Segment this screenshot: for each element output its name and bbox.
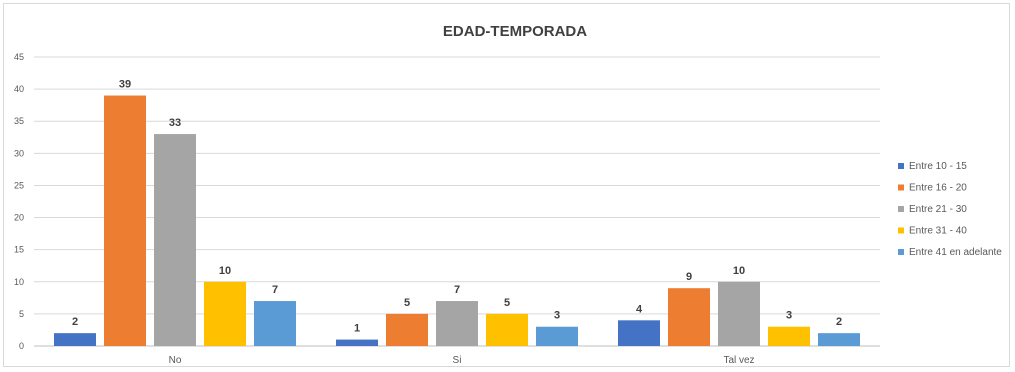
data-label: 2 (836, 316, 842, 328)
data-label: 7 (454, 284, 460, 296)
bar (536, 326, 578, 346)
data-label: 5 (404, 297, 410, 309)
legend-item: Entre 16 - 20 (898, 183, 967, 194)
x-category-label: No (169, 355, 182, 366)
data-label: 3 (786, 310, 792, 322)
legend-label: Entre 10 - 15 (909, 161, 967, 172)
y-tick-label: 5 (19, 309, 24, 319)
legend-swatch (898, 227, 904, 234)
legend-label: Entre 16 - 20 (909, 183, 967, 194)
bars (54, 95, 860, 347)
y-tick-label: 20 (14, 213, 24, 223)
legend-label: Entre 41 en adelante (909, 247, 1002, 258)
legend-swatch (898, 184, 904, 191)
y-tick-label: 25 (14, 180, 24, 190)
data-label: 10 (219, 265, 231, 277)
bar (718, 281, 760, 346)
y-tick-label: 0 (19, 341, 24, 351)
legend-item: Entre 41 en adelante (898, 247, 1002, 258)
bar (768, 326, 810, 346)
bar (336, 339, 378, 346)
legend-label: Entre 31 - 40 (909, 226, 967, 237)
data-label: 4 (636, 303, 643, 315)
data-label: 5 (504, 297, 510, 309)
data-label: 9 (686, 271, 692, 283)
bar (104, 95, 146, 347)
data-label: 2 (72, 316, 78, 328)
bar (486, 313, 528, 346)
y-tick-label: 15 (14, 245, 24, 255)
bar (254, 301, 296, 346)
data-label: 10 (733, 265, 745, 277)
data-labels: 2 39 33 10 7 1 5 7 5 3 4 9 10 3 2 (72, 79, 842, 335)
data-label: 1 (354, 323, 360, 335)
legend-swatch (898, 163, 904, 169)
data-label: 33 (169, 117, 181, 129)
y-tick-label: 45 (14, 52, 24, 62)
data-label: 3 (554, 310, 560, 322)
y-tick-label: 35 (14, 116, 24, 126)
x-category-label: Si (453, 355, 462, 366)
bar (386, 313, 428, 346)
bar (54, 333, 96, 346)
legend-item: Entre 31 - 40 (898, 226, 967, 237)
bar (154, 134, 196, 346)
y-axis-ticks: 0 5 10 15 20 25 30 35 40 45 (14, 52, 24, 351)
legend-swatch (898, 206, 904, 212)
legend-label: Entre 21 - 30 (909, 204, 967, 215)
data-label: 7 (272, 284, 278, 296)
legend-item: Entre 21 - 30 (898, 204, 967, 215)
legend-swatch (898, 249, 904, 255)
legend: Entre 10 - 15 Entre 16 - 20 Entre 21 - 30 E… (898, 161, 1002, 258)
bar (204, 281, 246, 346)
chart-title: EDAD-TEMPORADA (443, 23, 587, 40)
y-tick-label: 10 (14, 277, 24, 287)
bar (668, 288, 710, 346)
bar (436, 301, 478, 346)
x-axis-categories: No Si Tal vez (169, 355, 755, 366)
y-tick-label: 40 (14, 84, 24, 94)
bar (618, 320, 660, 346)
legend-item: Entre 10 - 15 (898, 161, 967, 172)
x-category-label: Tal vez (723, 355, 754, 366)
data-label: 39 (119, 79, 131, 91)
y-tick-label: 30 (14, 148, 24, 158)
bar (818, 333, 860, 346)
